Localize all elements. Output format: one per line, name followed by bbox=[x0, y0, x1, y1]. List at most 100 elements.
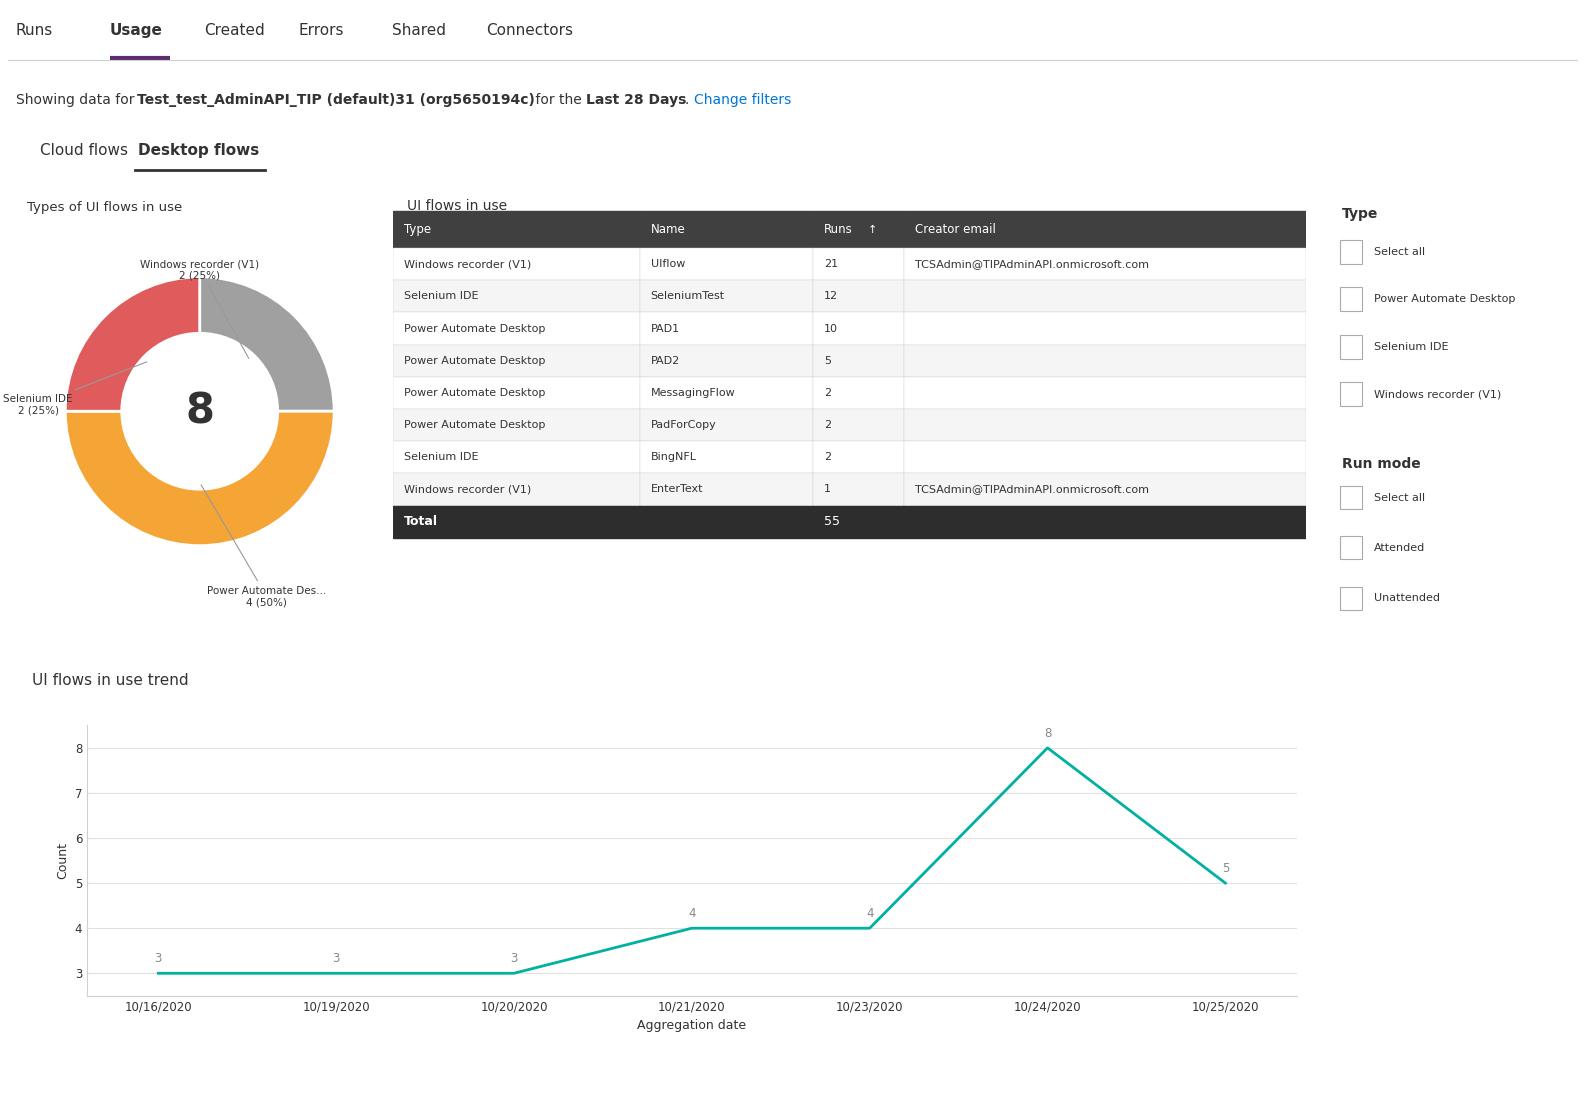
Bar bbox=[393, 344, 640, 376]
Bar bbox=[1339, 537, 1362, 560]
Text: Power Automate Desktop: Power Automate Desktop bbox=[404, 388, 545, 397]
Bar bbox=[1339, 382, 1362, 406]
Text: 21: 21 bbox=[824, 259, 838, 269]
Text: Test_test_AdminAPI_TIP (default)31 (org5650194c): Test_test_AdminAPI_TIP (default)31 (org5… bbox=[138, 93, 536, 107]
Text: Power Automate Des...
4 (50%): Power Automate Des... 4 (50%) bbox=[201, 485, 327, 607]
Text: 1: 1 bbox=[824, 485, 831, 495]
Bar bbox=[905, 506, 1306, 538]
Bar bbox=[905, 312, 1306, 344]
Text: 5: 5 bbox=[824, 355, 831, 365]
Bar bbox=[1339, 287, 1362, 311]
Text: Run mode: Run mode bbox=[1342, 457, 1422, 471]
Text: Power Automate Desktop: Power Automate Desktop bbox=[404, 421, 545, 431]
Text: 4: 4 bbox=[865, 907, 873, 920]
Text: Name: Name bbox=[650, 223, 685, 236]
Text: for the: for the bbox=[531, 93, 586, 107]
Text: 55: 55 bbox=[824, 516, 840, 528]
Bar bbox=[905, 408, 1306, 442]
Text: PAD2: PAD2 bbox=[650, 355, 680, 365]
Wedge shape bbox=[65, 277, 200, 411]
Text: 12: 12 bbox=[824, 291, 838, 301]
Text: PadForCopy: PadForCopy bbox=[650, 421, 716, 431]
Text: TCSAdmin@TIPAdminAPI.onmicrosoft.com: TCSAdmin@TIPAdminAPI.onmicrosoft.com bbox=[915, 259, 1149, 269]
Bar bbox=[393, 506, 640, 538]
Text: Attended: Attended bbox=[1374, 543, 1425, 553]
Text: Selenium IDE: Selenium IDE bbox=[404, 291, 479, 301]
Bar bbox=[813, 248, 905, 280]
Bar bbox=[1339, 486, 1362, 509]
Bar bbox=[393, 408, 640, 442]
Text: TCSAdmin@TIPAdminAPI.onmicrosoft.com: TCSAdmin@TIPAdminAPI.onmicrosoft.com bbox=[915, 485, 1149, 495]
Bar bbox=[813, 506, 905, 538]
Bar bbox=[1339, 335, 1362, 359]
Text: Selenium IDE: Selenium IDE bbox=[1374, 342, 1449, 352]
Bar bbox=[393, 280, 640, 312]
Text: 3: 3 bbox=[510, 952, 518, 965]
Bar bbox=[905, 344, 1306, 376]
Text: Power Automate Desktop: Power Automate Desktop bbox=[1374, 295, 1515, 305]
Bar bbox=[905, 211, 1306, 248]
Bar bbox=[813, 344, 905, 376]
Bar bbox=[905, 474, 1306, 506]
Text: Last 28 Days: Last 28 Days bbox=[586, 93, 686, 107]
Wedge shape bbox=[200, 277, 334, 412]
Text: 2: 2 bbox=[824, 388, 831, 397]
Text: SeleniumTest: SeleniumTest bbox=[650, 291, 724, 301]
Text: 2: 2 bbox=[824, 421, 831, 431]
Text: Creator email: Creator email bbox=[915, 223, 995, 236]
Text: Select all: Select all bbox=[1374, 492, 1425, 502]
Text: 3: 3 bbox=[155, 952, 162, 965]
Text: Type: Type bbox=[404, 223, 431, 236]
Text: Runs: Runs bbox=[824, 223, 853, 236]
Text: UI flows in use trend: UI flows in use trend bbox=[32, 673, 189, 688]
Text: 3: 3 bbox=[333, 952, 339, 965]
Text: Select all: Select all bbox=[1374, 247, 1425, 257]
Text: 5: 5 bbox=[1222, 862, 1228, 875]
Bar bbox=[640, 506, 813, 538]
Bar bbox=[640, 442, 813, 474]
Y-axis label: Count: Count bbox=[55, 842, 70, 879]
Bar bbox=[813, 474, 905, 506]
Bar bbox=[813, 280, 905, 312]
Text: Showing data for: Showing data for bbox=[16, 93, 138, 107]
X-axis label: Aggregation date: Aggregation date bbox=[637, 1019, 747, 1032]
Bar bbox=[640, 312, 813, 344]
Text: EnterText: EnterText bbox=[650, 485, 704, 495]
Text: 2: 2 bbox=[824, 453, 831, 463]
Bar bbox=[1339, 586, 1362, 609]
Text: Windows recorder (V1): Windows recorder (V1) bbox=[1374, 390, 1501, 400]
Text: Total: Total bbox=[404, 516, 437, 528]
Text: ↑: ↑ bbox=[869, 225, 877, 235]
Text: PAD1: PAD1 bbox=[650, 323, 680, 333]
Bar bbox=[813, 211, 905, 248]
Text: BingNFL: BingNFL bbox=[650, 453, 696, 463]
Text: Created: Created bbox=[204, 23, 265, 38]
Text: .: . bbox=[685, 93, 694, 107]
Text: Windows recorder (V1): Windows recorder (V1) bbox=[404, 485, 531, 495]
Bar bbox=[640, 280, 813, 312]
Text: Power Automate Desktop: Power Automate Desktop bbox=[404, 355, 545, 365]
Text: Errors: Errors bbox=[298, 23, 344, 38]
Text: Types of UI flows in use: Types of UI flows in use bbox=[27, 201, 182, 214]
Bar bbox=[640, 408, 813, 442]
Text: Selenium IDE: Selenium IDE bbox=[404, 453, 479, 463]
Bar bbox=[640, 344, 813, 376]
Text: Runs: Runs bbox=[16, 23, 52, 38]
Bar bbox=[813, 312, 905, 344]
Text: Shared: Shared bbox=[393, 23, 447, 38]
Bar bbox=[905, 376, 1306, 408]
Text: UIflow: UIflow bbox=[650, 259, 685, 269]
Bar bbox=[905, 442, 1306, 474]
Text: UI flows in use: UI flows in use bbox=[407, 199, 507, 213]
Bar bbox=[393, 376, 640, 408]
Text: Selenium IDE
2 (25%): Selenium IDE 2 (25%) bbox=[3, 362, 147, 415]
Bar bbox=[1339, 240, 1362, 264]
Text: Change filters: Change filters bbox=[694, 93, 791, 107]
Bar bbox=[640, 376, 813, 408]
Text: Cloud flows: Cloud flows bbox=[41, 142, 128, 158]
Bar bbox=[640, 248, 813, 280]
Text: Connectors: Connectors bbox=[487, 23, 574, 38]
Bar bbox=[393, 442, 640, 474]
Bar bbox=[905, 280, 1306, 312]
Bar bbox=[905, 248, 1306, 280]
